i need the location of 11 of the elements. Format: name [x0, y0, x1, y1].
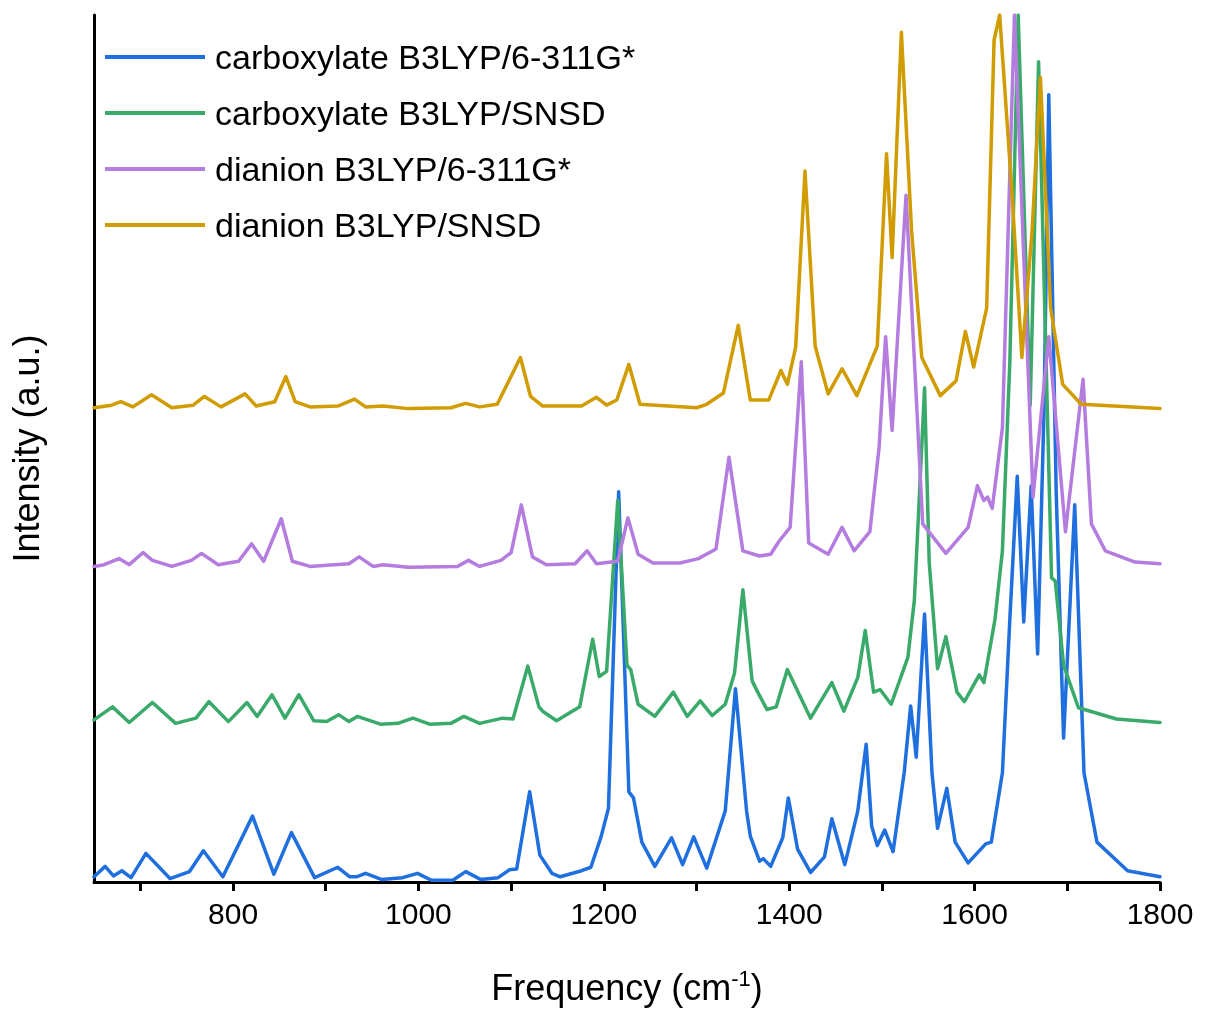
legend-label: carboxylate B3LYP/SNSD — [215, 94, 606, 132]
x-tick-label: 800 — [208, 896, 259, 930]
x-tick-label: 1000 — [385, 896, 452, 930]
legend-label: dianion B3LYP/SNSD — [215, 206, 542, 244]
legend-label: dianion B3LYP/6-311G* — [215, 150, 571, 188]
legend-label: carboxylate B3LYP/6-311G* — [215, 38, 636, 76]
x-tick-label: 1800 — [1126, 896, 1194, 930]
x-tick-label: 1200 — [570, 896, 638, 930]
x-tick-label: 1600 — [941, 896, 1008, 930]
y-axis-title: Intensity (a.u.) — [5, 334, 47, 563]
x-tick-label: 1400 — [755, 896, 823, 930]
